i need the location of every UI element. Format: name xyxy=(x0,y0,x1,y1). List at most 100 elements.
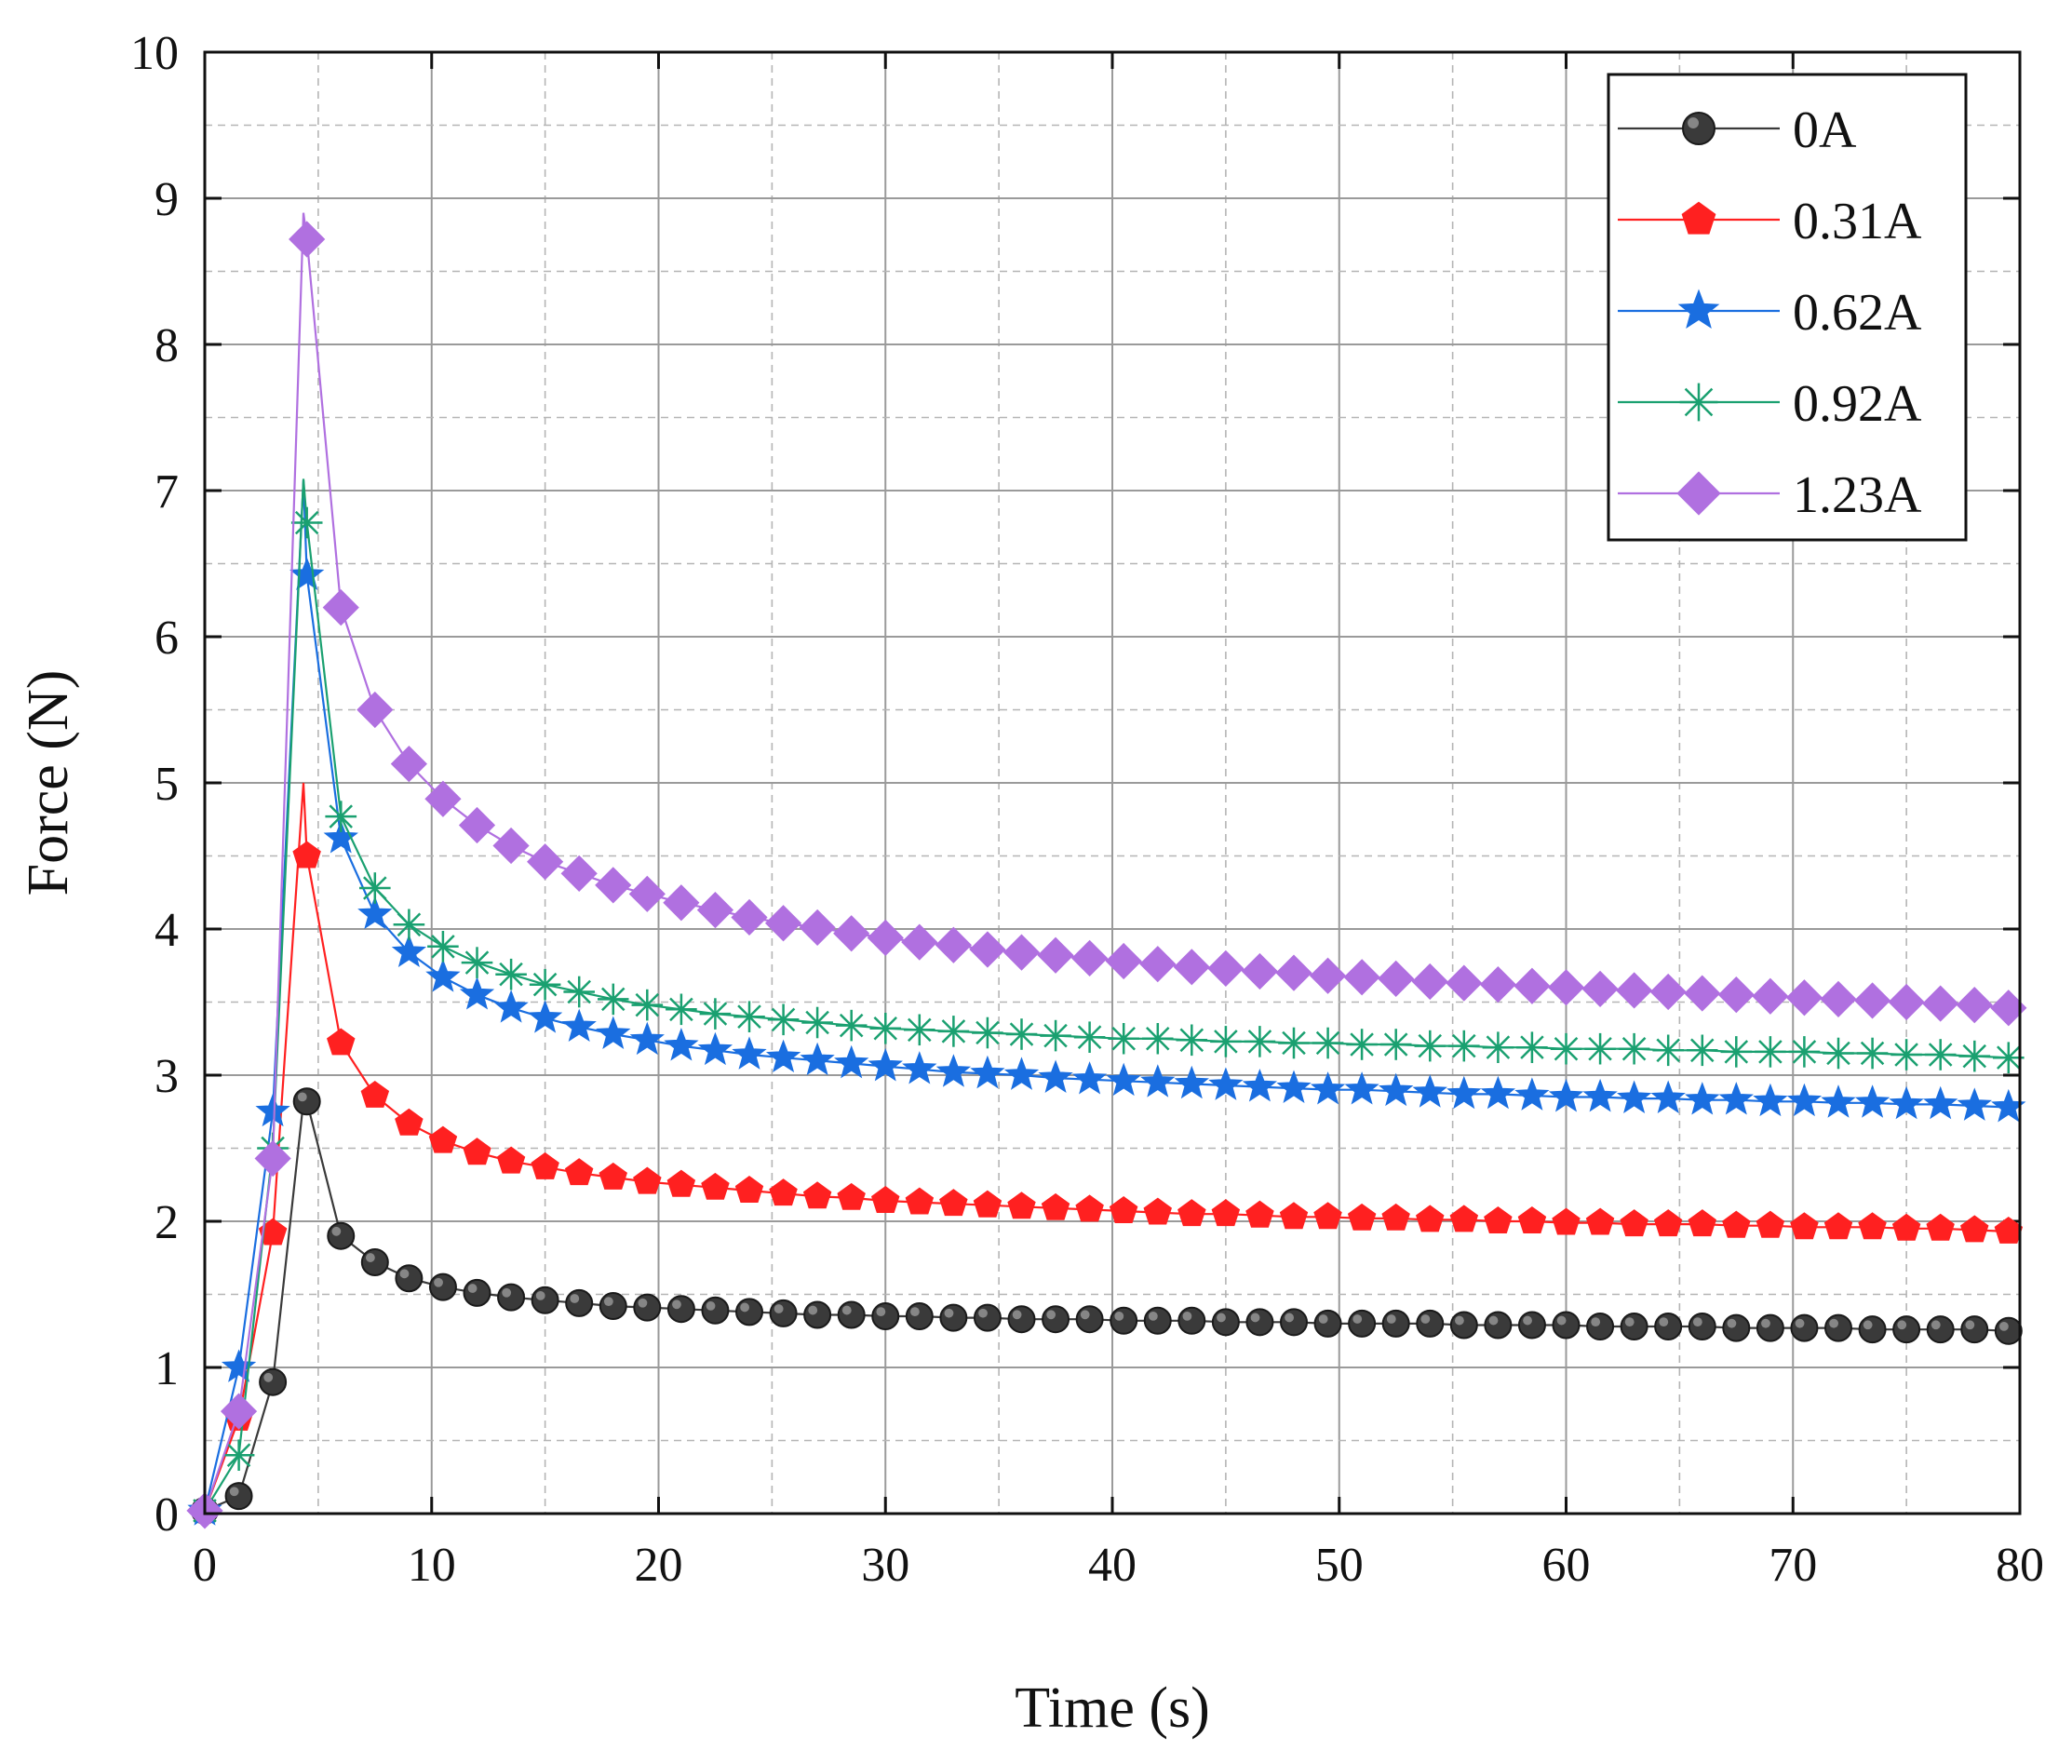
data-point xyxy=(769,1178,798,1206)
legend-label: 0.92A xyxy=(1793,375,1922,433)
marker-highlight xyxy=(1352,1314,1363,1324)
data-point xyxy=(699,998,732,1030)
data-point xyxy=(1448,1030,1480,1062)
y-tick-label: 5 xyxy=(155,758,179,811)
data-point xyxy=(1379,1029,1412,1060)
marker-highlight xyxy=(1931,1320,1941,1330)
marker-highlight xyxy=(740,1302,749,1313)
x-tick-label: 70 xyxy=(1769,1539,1817,1592)
data-point xyxy=(765,1039,801,1073)
data-point xyxy=(222,1439,255,1471)
data-point xyxy=(803,1300,832,1329)
data-point xyxy=(633,1166,662,1194)
data-point xyxy=(1514,967,1551,1004)
data-point xyxy=(1820,980,1857,1017)
marker-stroke xyxy=(1315,1030,1340,1056)
x-tick-label: 10 xyxy=(408,1539,456,1592)
data-point xyxy=(254,1139,291,1178)
data-point xyxy=(937,1016,970,1047)
marker-body xyxy=(463,1278,491,1307)
data-point xyxy=(1177,1199,1206,1227)
marker-stroke xyxy=(294,510,319,535)
marker-stroke xyxy=(1520,1035,1544,1059)
data-point xyxy=(1620,1209,1648,1237)
data-point xyxy=(1923,1085,1958,1120)
data-point xyxy=(1616,972,1653,1009)
marker-body xyxy=(497,1283,526,1312)
data-point xyxy=(696,891,734,929)
legend-marker xyxy=(1679,383,1718,422)
data-point xyxy=(1007,1305,1036,1334)
marker-stroke xyxy=(669,997,693,1022)
data-point xyxy=(835,1009,868,1042)
marker-highlight xyxy=(502,1287,512,1298)
marker-stroke xyxy=(1684,387,1714,417)
data-point xyxy=(1889,1085,1924,1120)
marker-highlight xyxy=(706,1300,716,1311)
marker-body xyxy=(292,1087,321,1116)
marker-highlight xyxy=(570,1294,580,1303)
x-tick-label: 20 xyxy=(635,1539,683,1592)
data-point xyxy=(939,1189,968,1217)
legend-label: 0.31A xyxy=(1793,193,1922,250)
data-point xyxy=(327,1028,356,1056)
data-point xyxy=(1586,1313,1615,1341)
data-point xyxy=(1547,969,1585,1006)
marker-highlight xyxy=(331,1226,342,1236)
data-point xyxy=(1005,1018,1038,1050)
legend-label: 0.62A xyxy=(1793,284,1922,342)
data-point xyxy=(1313,1309,1342,1338)
marker-body xyxy=(1143,1306,1172,1335)
data-point xyxy=(867,919,904,957)
data-point xyxy=(327,1221,356,1250)
marker-stroke xyxy=(464,950,490,975)
legend-label: 1.23A xyxy=(1793,466,1922,524)
data-point xyxy=(1276,1070,1312,1104)
marker-stroke xyxy=(567,979,591,1004)
data-point xyxy=(427,931,459,963)
x-tick-label: 40 xyxy=(1088,1539,1137,1592)
marker-body xyxy=(1960,1315,1989,1344)
marker-body xyxy=(1858,1315,1887,1344)
data-point xyxy=(1313,1202,1342,1230)
marker-stroke xyxy=(1077,1025,1102,1049)
data-point xyxy=(1379,1072,1414,1107)
data-point xyxy=(731,898,768,936)
marker-body xyxy=(769,1299,798,1327)
marker-body xyxy=(871,1302,900,1331)
data-point xyxy=(1890,1039,1922,1071)
data-point xyxy=(1585,1207,1615,1235)
data-point xyxy=(1616,1080,1652,1113)
data-point xyxy=(1584,1032,1616,1065)
marker-highlight xyxy=(1897,1320,1907,1330)
data-point xyxy=(1654,1313,1683,1341)
data-point xyxy=(1821,1084,1856,1118)
marker-body xyxy=(1892,1315,1921,1344)
data-point xyxy=(1110,1306,1138,1335)
data-point xyxy=(1446,1075,1482,1110)
data-point xyxy=(629,1021,665,1056)
data-point xyxy=(1480,1075,1516,1110)
data-point xyxy=(799,909,836,947)
marker-highlight xyxy=(1318,1314,1328,1324)
marker-highlight xyxy=(1182,1311,1192,1321)
marker-body xyxy=(1245,1308,1274,1337)
data-point xyxy=(901,923,938,961)
data-point xyxy=(1279,1202,1309,1230)
marker-highlight xyxy=(1114,1311,1124,1321)
data-point xyxy=(1755,1036,1786,1068)
marker-highlight xyxy=(1556,1315,1567,1326)
data-point xyxy=(1344,1071,1379,1105)
marker-highlight xyxy=(1727,1318,1737,1328)
data-point xyxy=(1788,1036,1821,1068)
data-point xyxy=(360,1080,390,1108)
marker-stroke xyxy=(805,1010,829,1035)
data-point xyxy=(428,1273,457,1301)
marker-body xyxy=(1517,1311,1546,1340)
data-point xyxy=(224,1482,253,1511)
marker-body xyxy=(905,1302,934,1331)
data-point xyxy=(837,1300,866,1329)
data-point xyxy=(837,1182,866,1210)
data-point xyxy=(561,1008,597,1043)
marker-stroke xyxy=(1282,1030,1306,1056)
